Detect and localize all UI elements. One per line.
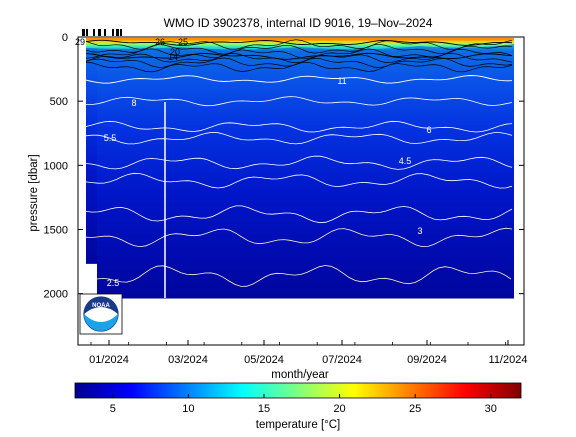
isotherm-20 <box>85 39 513 46</box>
colorbar-ticks: 5 10 15 20 25 30 <box>110 394 497 415</box>
colorbar-tick-label: 15 <box>258 403 270 415</box>
colorbar-tick-label: 20 <box>333 403 345 415</box>
isotherm-5-5 <box>85 131 513 145</box>
isotherm-3 <box>85 227 513 248</box>
x-tick-label: 11/2024 <box>489 354 528 366</box>
x-tick-label: 07/2024 <box>322 354 362 366</box>
isotherm-3-5 <box>85 205 513 224</box>
profile-tick <box>116 29 119 36</box>
isotherm-upper <box>85 61 513 73</box>
colorbar-tick-label: 10 <box>182 403 194 415</box>
temperature-field <box>86 38 514 299</box>
isotherm-lines <box>85 39 513 287</box>
colorbar-tick-label: 25 <box>409 403 421 415</box>
field-main <box>97 38 514 299</box>
y-axis: 0 500 1000 1500 2000 <box>44 32 524 301</box>
y-tick-label: 0 <box>62 32 68 44</box>
profile-tick <box>82 29 85 36</box>
x-axis: 01/2024 03/2024 05/2024 07/2024 09/2024 11/20… <box>89 340 527 366</box>
isotherm-upper <box>85 43 513 55</box>
contour-label-11: 11 <box>337 76 346 86</box>
colorbar-tick-label: 30 <box>485 403 497 415</box>
contour-label-29: 29 <box>75 37 85 47</box>
profile-tick <box>120 29 122 36</box>
colorbar-label: temperature [°C] <box>256 419 341 431</box>
contour-label-5-5: 5.5 <box>104 133 117 143</box>
x-tick-label: 05/2024 <box>244 354 284 366</box>
y-tick-label: 2000 <box>44 289 68 301</box>
y-tick-label: 1000 <box>44 160 68 172</box>
profile-tick <box>112 29 114 36</box>
x-tick-label: 03/2024 <box>168 354 208 366</box>
field-surface-max <box>86 38 514 41</box>
isotherm-4-5 <box>85 155 513 170</box>
contour-label-25: 25 <box>178 37 188 47</box>
contour-label-26: 26 <box>155 37 165 47</box>
noaa-logo-text: NOAA <box>92 303 110 309</box>
contour-label-3: 3 <box>417 226 422 236</box>
x-tick-label: 01/2024 <box>89 354 129 366</box>
contour-label-6: 6 <box>426 125 431 135</box>
contour-label-8: 8 <box>131 98 136 108</box>
x-tick-label: 09/2024 <box>407 354 447 366</box>
isotherm-4 <box>85 172 513 189</box>
noaa-logo: NOAA <box>79 293 123 335</box>
y-axis-label: pressure [dbar] <box>28 154 40 231</box>
profile-tick <box>93 29 95 36</box>
contour-label-4-5: 4.5 <box>399 156 412 166</box>
field-early-profiles <box>86 38 97 264</box>
isotherm-6 <box>85 120 513 133</box>
contour-label-20: 20 <box>170 47 180 57</box>
profile-date-ticks <box>82 29 122 36</box>
field-surface-layer <box>86 38 514 50</box>
isotherm-11 <box>85 75 513 84</box>
y-tick-label: 500 <box>50 96 68 108</box>
contour-label-2-5: 2.5 <box>107 278 120 288</box>
isotherm-upper <box>85 52 513 64</box>
x-axis-label: month/year <box>271 369 329 381</box>
profile-tick <box>98 29 101 36</box>
chart-title: WMO ID 3902378, internal ID 9016, 19–Nov… <box>164 16 433 30</box>
y-tick-label: 1500 <box>44 225 68 237</box>
contour-label-14: 14 <box>168 52 178 62</box>
isotherm-upper <box>85 39 513 51</box>
colorbar: 5 10 15 20 25 30 temperature [°C] <box>74 382 522 431</box>
isotherm-2-5 <box>96 265 512 287</box>
isotherm-14 <box>85 52 513 60</box>
profile-tick <box>104 29 106 36</box>
colorbar-tick-label: 5 <box>110 403 116 415</box>
isotherm-8 <box>86 96 513 107</box>
colorbar-gradient <box>74 382 522 399</box>
profile-tick <box>86 29 88 36</box>
